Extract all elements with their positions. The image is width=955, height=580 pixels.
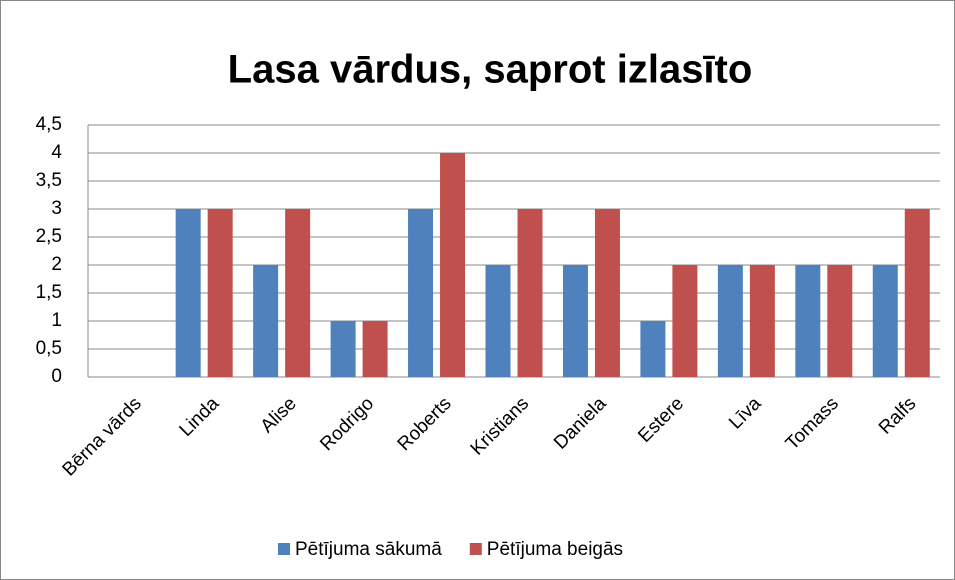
bar bbox=[562, 265, 588, 377]
bar bbox=[485, 265, 511, 377]
y-tick-label: 2,5 bbox=[36, 226, 62, 247]
bar bbox=[175, 209, 201, 377]
bar bbox=[517, 209, 543, 377]
bar bbox=[362, 321, 388, 377]
bar bbox=[285, 209, 311, 377]
legend-swatch bbox=[469, 543, 482, 555]
y-tick-label: 0 bbox=[51, 366, 62, 387]
bar bbox=[440, 153, 466, 377]
y-tick-label: 0,5 bbox=[36, 338, 62, 359]
legend-swatch bbox=[278, 543, 290, 555]
legend-label: Pētījuma sākumā bbox=[295, 539, 442, 560]
bar bbox=[904, 209, 930, 377]
y-tick-label: 1 bbox=[51, 310, 62, 331]
bar bbox=[672, 265, 698, 377]
bar bbox=[640, 321, 666, 377]
y-tick-label: 4,5 bbox=[36, 114, 62, 135]
chart-title: Lasa vārdus, saprot izlasīto bbox=[228, 48, 753, 92]
bar bbox=[207, 209, 233, 377]
bar bbox=[330, 321, 356, 377]
bar bbox=[795, 265, 821, 377]
bar bbox=[827, 265, 853, 377]
y-tick-label: 4 bbox=[51, 142, 62, 163]
bar bbox=[253, 265, 279, 377]
y-tick-label: 3 bbox=[51, 198, 62, 219]
bar bbox=[594, 209, 620, 377]
bar bbox=[749, 265, 775, 377]
y-tick-label: 3,5 bbox=[36, 170, 62, 191]
y-tick-label: 2 bbox=[51, 254, 62, 275]
bar bbox=[717, 265, 743, 377]
bar bbox=[408, 209, 434, 377]
y-tick-label: 1,5 bbox=[36, 282, 62, 303]
bar bbox=[872, 265, 898, 377]
legend-label: Pētījuma beigās bbox=[487, 539, 623, 560]
